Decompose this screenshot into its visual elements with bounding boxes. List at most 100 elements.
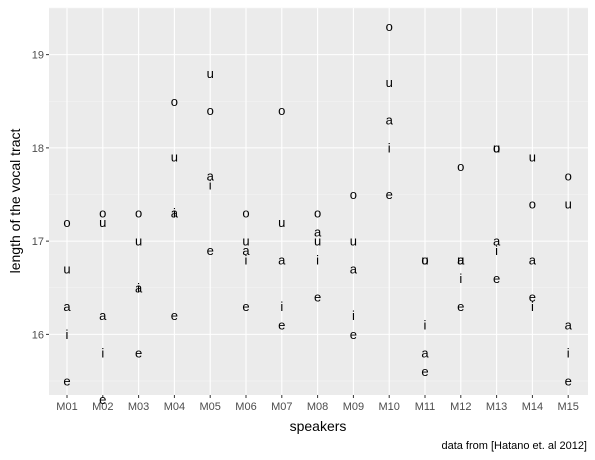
data-point-a: a xyxy=(529,252,537,267)
data-point-i: i xyxy=(459,271,462,286)
x-tick-label: M15 xyxy=(557,401,578,413)
data-point-e: e xyxy=(242,299,249,314)
caption: data from [Hatano et. al 2012] xyxy=(441,440,587,452)
y-axis-title: length of the vocal tract xyxy=(7,129,23,274)
data-point-u: u xyxy=(565,196,572,211)
data-point-o: o xyxy=(386,19,393,34)
data-point-a: a xyxy=(493,234,501,249)
x-tick-label: M09 xyxy=(343,401,364,413)
x-tick-label: M12 xyxy=(450,401,471,413)
data-point-o: o xyxy=(457,159,464,174)
x-tick-label: M06 xyxy=(235,401,256,413)
data-point-u: u xyxy=(171,150,178,165)
y-tick-label: 19 xyxy=(32,50,44,62)
data-point-u: u xyxy=(350,234,357,249)
plot-panel xyxy=(49,8,588,395)
data-point-a: a xyxy=(457,252,465,267)
x-tick-label: M05 xyxy=(199,401,220,413)
data-point-e: e xyxy=(135,346,142,361)
data-point-e: e xyxy=(350,327,357,342)
data-point-o: o xyxy=(242,206,249,221)
data-point-i: i xyxy=(567,346,570,361)
data-point-e: e xyxy=(421,364,428,379)
x-axis: M01 M02 M03 M04 M05 M06 M07 M08 M09 M10 M11 M12 M13 M… xyxy=(56,395,579,413)
data-point-a: a xyxy=(386,112,394,127)
x-tick-label: M01 xyxy=(56,401,77,413)
data-point-a: a xyxy=(99,308,107,323)
data-point-u: u xyxy=(242,234,249,249)
data-point-e: e xyxy=(278,318,285,333)
x-tick-label: M13 xyxy=(486,401,507,413)
data-point-i: i xyxy=(101,346,104,361)
data-point-o: o xyxy=(99,206,106,221)
data-point-o: o xyxy=(135,206,142,221)
data-point-e: e xyxy=(457,299,464,314)
data-point-e: e xyxy=(529,290,536,305)
x-tick-label: M07 xyxy=(271,401,292,413)
major-gridlines xyxy=(49,8,588,395)
data-point-o: o xyxy=(278,103,285,118)
data-point-a: a xyxy=(350,262,358,277)
data-point-u: u xyxy=(278,215,285,230)
x-tick-label: M11 xyxy=(415,401,436,413)
data-point-a: a xyxy=(278,252,286,267)
data-point-a: a xyxy=(135,280,143,295)
data-point-u: u xyxy=(135,234,142,249)
x-tick-label: M10 xyxy=(378,401,399,413)
data-point-a: a xyxy=(63,299,71,314)
data-point-i: i xyxy=(209,178,212,193)
data-point-a: a xyxy=(421,346,429,361)
data-point-i: i xyxy=(388,140,391,155)
data-point-u: u xyxy=(99,215,106,230)
x-tick-label: M14 xyxy=(522,401,543,413)
data-point-i: i xyxy=(137,280,140,295)
data-point-i: i xyxy=(531,299,534,314)
data-point-i: i xyxy=(352,308,355,323)
data-point-i: i xyxy=(495,243,498,258)
data-point-i: i xyxy=(173,206,176,221)
data-point-e: e xyxy=(171,308,178,323)
data-point-a: a xyxy=(171,206,179,221)
data-point-u: u xyxy=(63,262,70,277)
data-point-o: o xyxy=(314,206,321,221)
y-tick-label: 18 xyxy=(32,143,44,155)
data-point-u: u xyxy=(457,252,464,267)
data-point-o: o xyxy=(63,215,70,230)
x-tick-label: M04 xyxy=(164,401,185,413)
data-point-e: e xyxy=(314,290,321,305)
y-tick-label: 16 xyxy=(32,329,44,341)
x-axis-title: speakers xyxy=(290,418,347,434)
data-point-u: u xyxy=(529,150,536,165)
data-point-i: i xyxy=(316,252,319,267)
data-point-i: i xyxy=(66,327,69,342)
data-point-i: i xyxy=(245,252,248,267)
y-tick-label: 17 xyxy=(32,236,44,248)
data-point-i: i xyxy=(280,299,283,314)
data-point-o: o xyxy=(171,94,178,109)
data-point-e: e xyxy=(386,187,393,202)
data-point-o: o xyxy=(350,187,357,202)
data-point-o: o xyxy=(207,103,214,118)
data-point-u: u xyxy=(493,140,500,155)
data-point-e: e xyxy=(99,392,106,407)
data-point-a: a xyxy=(565,318,573,333)
x-tick-label: M08 xyxy=(307,401,328,413)
data-point-u: u xyxy=(386,75,393,90)
data-point-o: o xyxy=(421,252,428,267)
y-axis: 16 17 18 19 xyxy=(32,50,49,341)
data-point-a: a xyxy=(242,243,250,258)
data-point-a: a xyxy=(314,224,322,239)
data-point-o: o xyxy=(493,140,500,155)
data-point-o: o xyxy=(529,196,536,211)
x-tick-label: M03 xyxy=(128,401,149,413)
data-point-e: e xyxy=(493,271,500,286)
data-point-e: e xyxy=(565,374,572,389)
data-points: ouaieouaieouiaeouiaeuoaieouaieouaieoauie… xyxy=(63,19,572,407)
x-tick-label: M02 xyxy=(92,401,113,413)
data-point-u: u xyxy=(421,252,428,267)
data-point-o: o xyxy=(565,168,572,183)
data-point-e: e xyxy=(63,374,70,389)
data-point-u: u xyxy=(314,234,321,249)
data-point-e: e xyxy=(207,243,214,258)
